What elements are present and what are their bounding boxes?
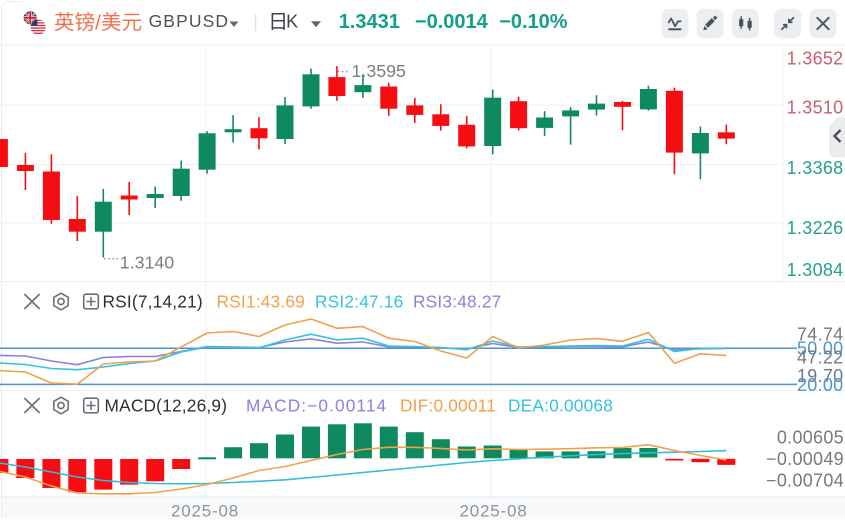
svg-text:MACD:−0.00114: MACD:−0.00114 [246, 396, 387, 416]
svg-text:0.00605: 0.00605 [777, 427, 844, 447]
svg-text:RSI3:48.27: RSI3:48.27 [413, 292, 501, 312]
svg-text:19.70: 19.70 [797, 366, 844, 386]
svg-text:MACD(12,26,9): MACD(12,26,9) [105, 396, 228, 416]
svg-text:RSI2:47.16: RSI2:47.16 [315, 292, 403, 312]
svg-text:RSI1:43.69: RSI1:43.69 [217, 292, 305, 312]
svg-text:−0.00704: −0.00704 [766, 470, 844, 490]
svg-text:20.00: 20.00 [797, 375, 844, 395]
svg-text:−0.00049: −0.00049 [766, 449, 844, 469]
svg-text:1.3084: 1.3084 [787, 260, 844, 280]
svg-text:47.22: 47.22 [797, 348, 844, 368]
svg-text:−0.0014: −0.0014 [415, 11, 489, 33]
svg-text:RSI(7,14,21): RSI(7,14,21) [103, 292, 203, 312]
svg-text:−0.10%: −0.10% [499, 11, 568, 33]
svg-text:1.3140: 1.3140 [120, 253, 174, 273]
svg-text:2025-08: 2025-08 [460, 501, 528, 519]
svg-text:1.3510: 1.3510 [787, 97, 844, 117]
svg-text:1.3226: 1.3226 [787, 218, 844, 238]
svg-text:DIF:0.00011: DIF:0.00011 [400, 396, 496, 416]
svg-text:1.3652: 1.3652 [787, 48, 844, 68]
svg-text:K: K [286, 12, 298, 32]
svg-text:/: / [95, 11, 101, 34]
svg-text:1.3431: 1.3431 [339, 11, 400, 33]
svg-text:74.74: 74.74 [797, 324, 844, 344]
svg-text:50.00: 50.00 [797, 339, 844, 359]
svg-text:DEA:0.00068: DEA:0.00068 [508, 396, 613, 416]
svg-text:2025-08: 2025-08 [171, 501, 239, 519]
svg-text:GBPUSD: GBPUSD [149, 11, 230, 31]
svg-text:1.3368: 1.3368 [787, 158, 844, 178]
svg-text:1.3595: 1.3595 [352, 61, 406, 81]
